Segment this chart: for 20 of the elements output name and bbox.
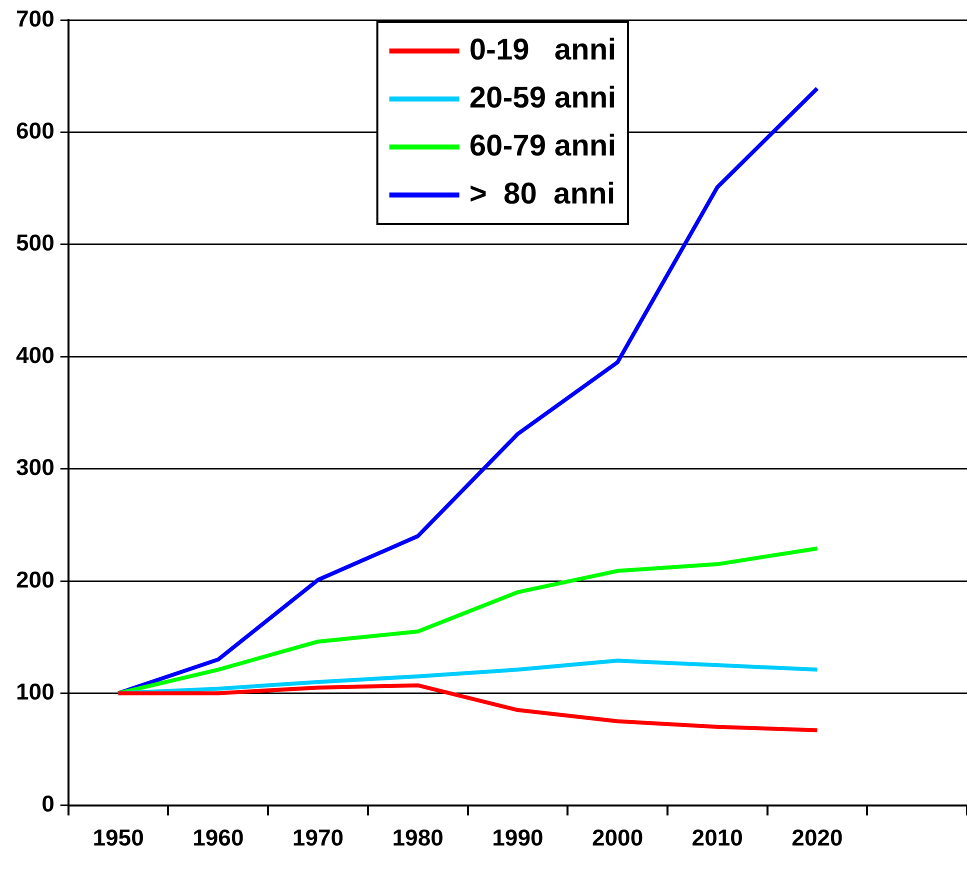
y-tick-label: 200: [16, 566, 54, 592]
x-tick-label: 1960: [192, 824, 244, 851]
y-tick-label: 400: [16, 342, 54, 368]
legend-label: > 80 anni: [469, 177, 616, 210]
legend-label: 20-59 anni: [469, 81, 616, 114]
x-tick-label: 1990: [492, 824, 544, 851]
x-tick-label: 2000: [592, 824, 644, 851]
y-tick-label: 0: [42, 790, 54, 817]
x-tick-label: 2020: [792, 824, 843, 851]
y-tick-label: 100: [16, 678, 54, 705]
y-tick-label: 600: [16, 118, 54, 144]
legend-label: 0-19 anni: [469, 33, 616, 66]
x-tick-label: 1980: [392, 824, 444, 851]
y-tick-label: 500: [16, 230, 54, 256]
x-tick-label: 2010: [692, 824, 743, 851]
x-tick-label: 1950: [92, 824, 144, 851]
y-tick-label: 300: [16, 454, 54, 480]
legend-label: 60-79 anni: [469, 129, 616, 162]
y-tick-label: 700: [16, 5, 54, 32]
x-tick-label: 1970: [292, 824, 344, 851]
